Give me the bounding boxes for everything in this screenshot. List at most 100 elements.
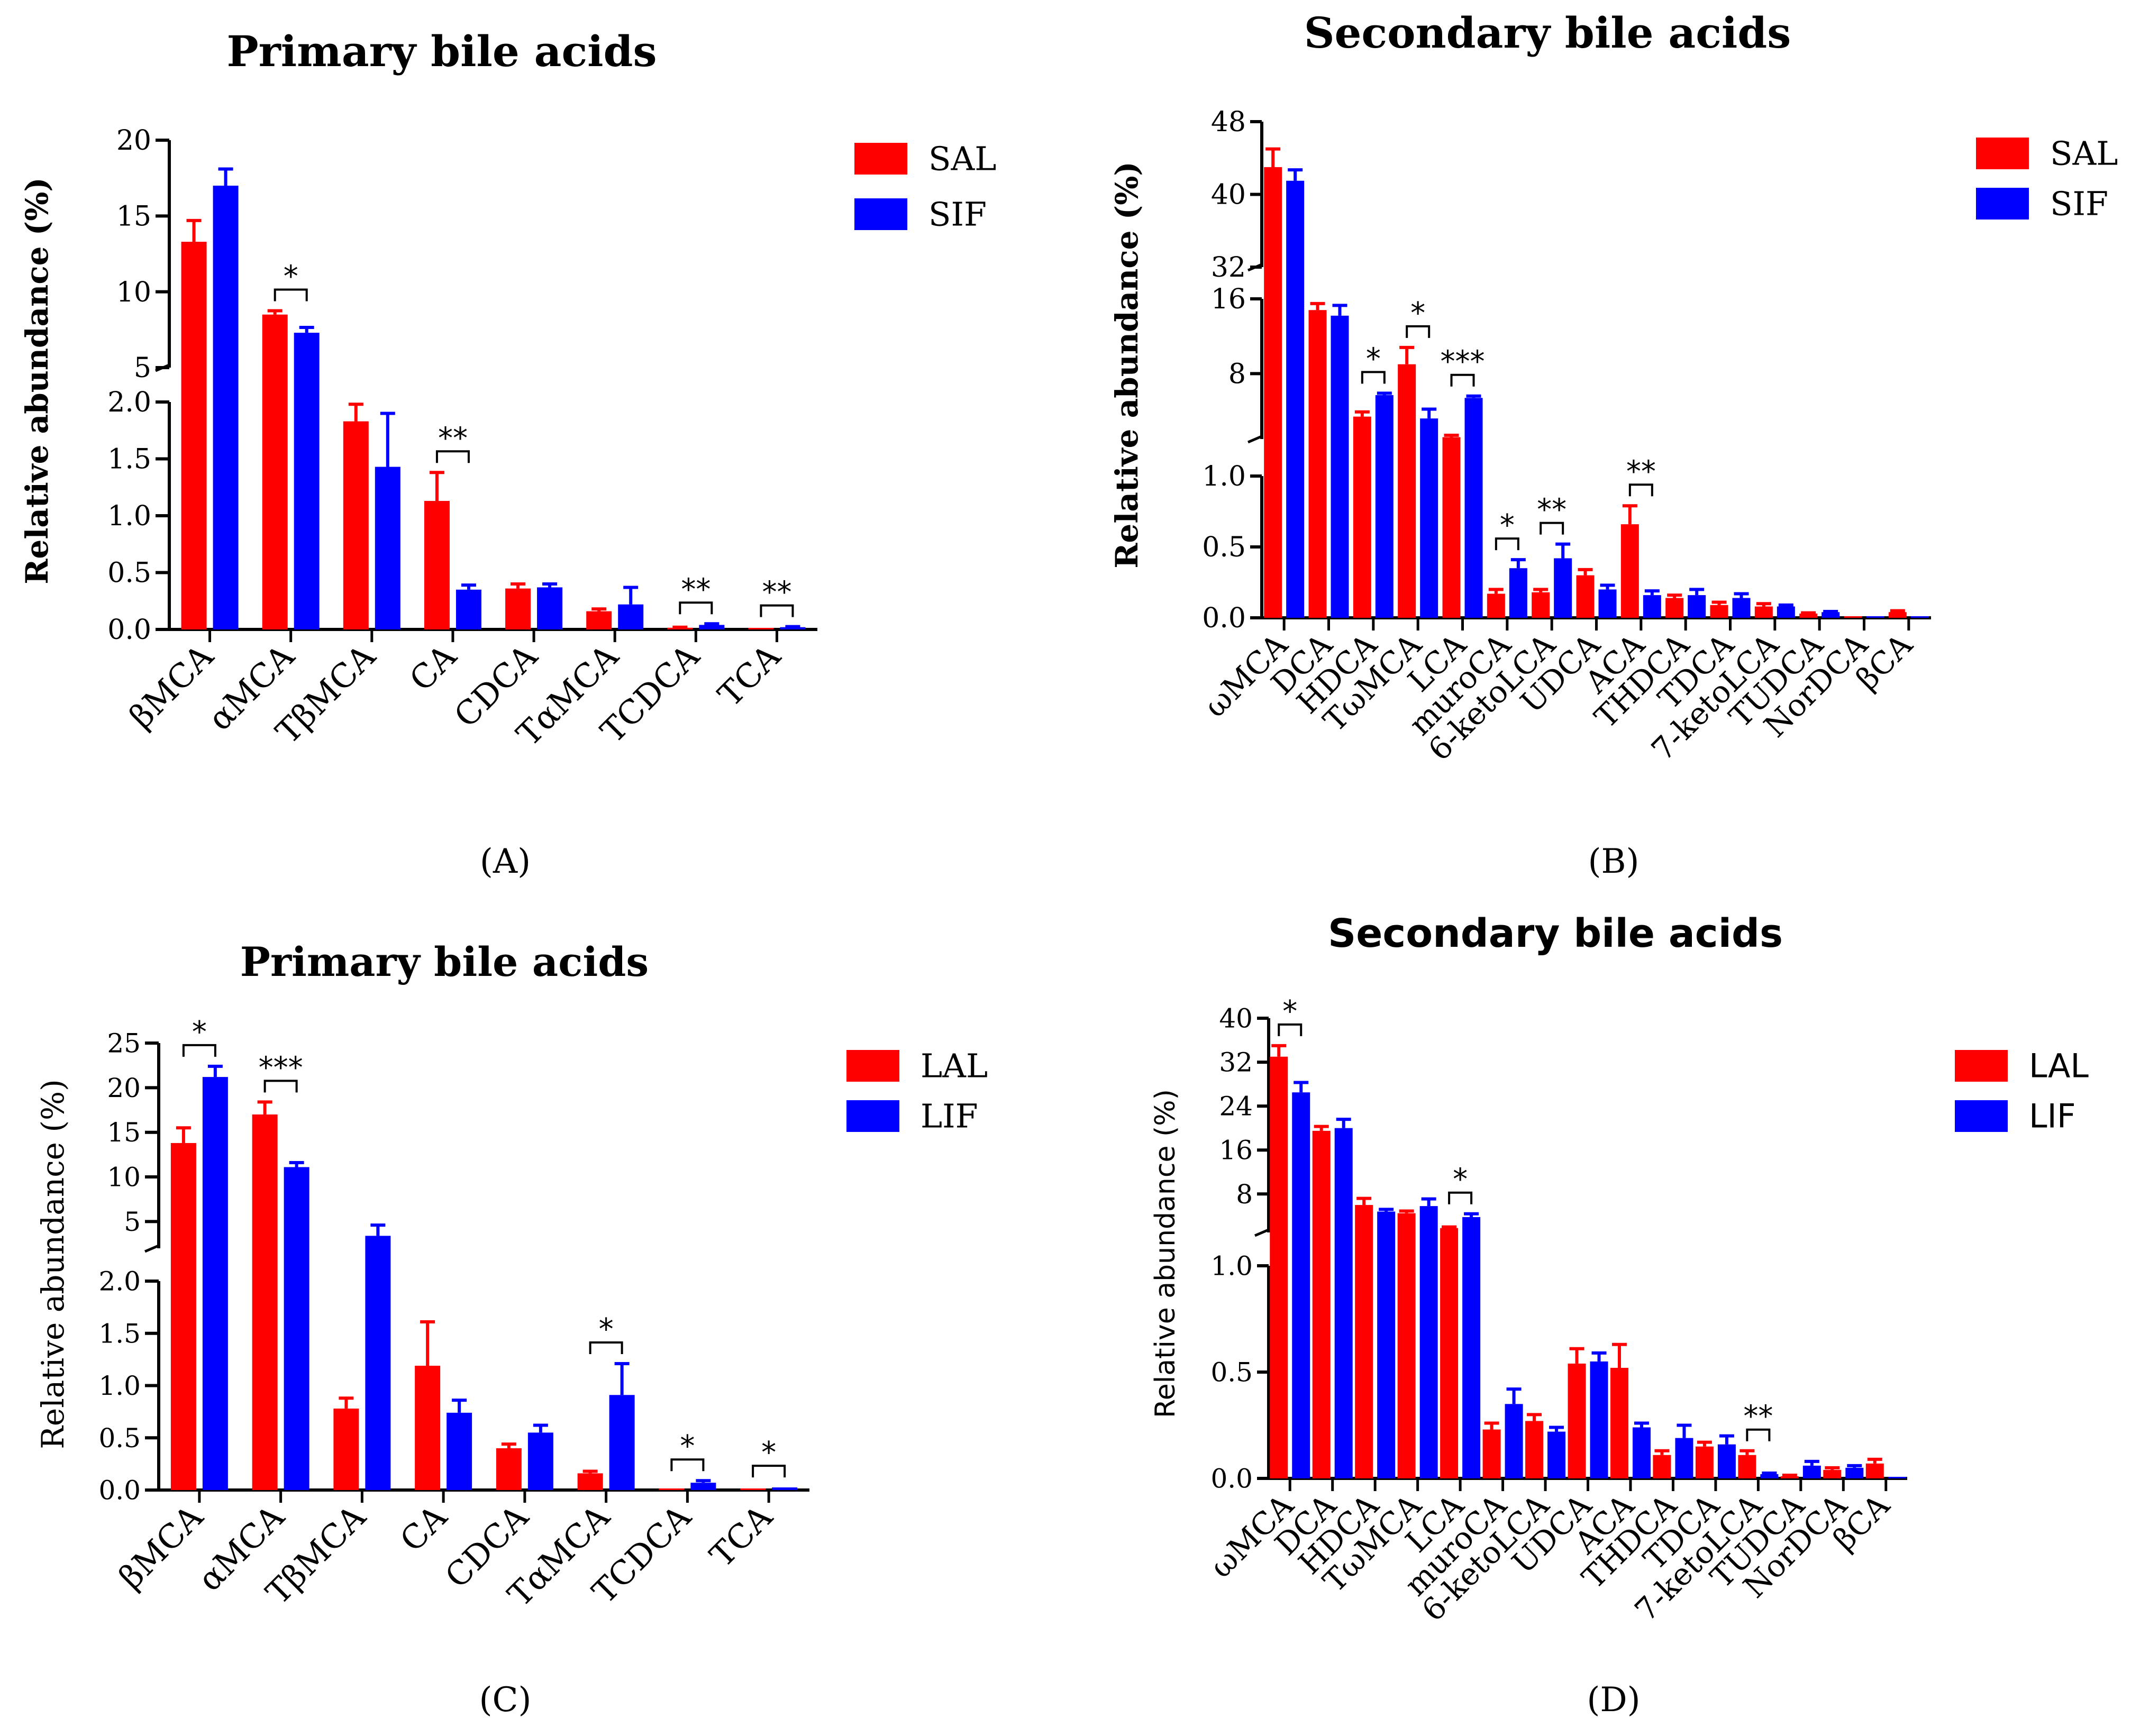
bar-lal-muroca: [1482, 1429, 1501, 1478]
legend-swatch-lif: [846, 1100, 899, 1132]
legend-swatch-sal: [1976, 138, 2029, 169]
bar-sal-6-ketolca: [1532, 592, 1550, 618]
y-tick-label: 15: [116, 201, 151, 233]
bar-sal-tαmca: [586, 611, 612, 629]
bar-lal-ca: [415, 1365, 441, 1490]
bar-sal-hdca: [1353, 416, 1371, 618]
bar-sal-tudca: [1799, 613, 1818, 618]
bar-lif-ωmca: [1292, 1092, 1310, 1478]
bar-sal-lca: [1442, 437, 1461, 618]
bar-sif-6-ketolca: [1554, 558, 1572, 618]
significance-bracket: [1746, 1428, 1771, 1441]
bar-sif-aca: [1643, 595, 1661, 618]
bar-lal-hdca: [1355, 1205, 1373, 1478]
bar-lif-6-ketolca: [1547, 1431, 1566, 1478]
significance-bracket: [1450, 373, 1475, 387]
bar-lif-7-ketolca: [1760, 1474, 1779, 1478]
bar-lal-βmca: [170, 1143, 196, 1490]
legend-label-lif: LIF: [921, 1097, 978, 1136]
bar-sif-ωmca: [1286, 180, 1305, 618]
bar-sif-tαmca: [618, 604, 644, 629]
y-tick-label: 1.0: [107, 500, 151, 532]
y-tick-label: 2.0: [107, 387, 151, 418]
y-tick-label: 0.5: [98, 1423, 141, 1454]
significance-bracket: [1540, 522, 1564, 535]
legend-swatch-sif: [1976, 188, 2029, 220]
y-tick-label: 16: [1211, 284, 1246, 315]
legend-swatch-lal: [1955, 1050, 2008, 1082]
y-tick-label: 1.0: [98, 1370, 141, 1401]
x-tick-label-βmca: βMCA: [111, 1497, 211, 1596]
significance-bracket: [1406, 325, 1431, 338]
bar-lif-tωmca: [1419, 1206, 1438, 1478]
y-tick-label: 25: [107, 1028, 141, 1059]
bar-lal-nordca: [1823, 1469, 1842, 1478]
bar-lif-βmca: [202, 1077, 228, 1490]
significance-bracket: [182, 1044, 216, 1057]
significance-bracket: [1278, 1023, 1303, 1036]
significance-label: **: [438, 421, 468, 455]
panel-label: (C): [479, 1680, 532, 1720]
bar-sal-αmca: [262, 314, 288, 629]
bar-sif-βca: [1910, 616, 1929, 618]
bar-lif-ca: [447, 1412, 472, 1490]
significance-bracket: [435, 450, 470, 463]
chart-title: Primary bile acids: [226, 26, 657, 76]
y-tick-label: 0.5: [1210, 1357, 1253, 1388]
significance-label: *: [192, 1015, 207, 1049]
y-tick-label: 10: [107, 1162, 141, 1193]
y-tick-label: 15: [107, 1117, 141, 1148]
bar-lif-lca: [1462, 1217, 1481, 1478]
bar-sal-thdca: [1665, 598, 1684, 618]
bar-lal-aca: [1610, 1367, 1628, 1478]
bar-lal-7-ketolca: [1738, 1455, 1756, 1478]
significance-bracket: [589, 1341, 623, 1355]
x-tick-label-βmca: βMCA: [122, 636, 221, 736]
bar-sif-ca: [456, 589, 481, 629]
significance-label: *: [1282, 994, 1297, 1029]
significance-label: *: [761, 1436, 776, 1470]
bar-sif-βmca: [213, 186, 239, 629]
bar-lif-tcdca: [690, 1483, 716, 1490]
bar-lif-tca: [772, 1487, 798, 1490]
significance-label: ***: [259, 1050, 303, 1085]
significance-label: *: [680, 1429, 695, 1464]
significance-bracket: [274, 288, 308, 301]
bar-lif-αmca: [284, 1167, 309, 1490]
significance-label: *: [599, 1312, 614, 1347]
legend-swatch-lal: [846, 1050, 899, 1082]
bar-sif-lca: [1464, 398, 1483, 618]
bar-sif-tωmca: [1420, 418, 1438, 618]
y-tick-label: 8: [1236, 1179, 1253, 1210]
legend-label-sal: SAL: [2050, 134, 2118, 173]
bar-sal-7-ketolca: [1754, 606, 1773, 618]
y-tick-label: 5: [124, 1207, 141, 1237]
x-tick-label-ca: CA: [393, 1497, 455, 1559]
bar-sal-muroca: [1487, 593, 1505, 618]
y-tick-label: 24: [1219, 1091, 1253, 1122]
y-tick-label: 1.5: [98, 1318, 141, 1349]
y-axis-label: Relative abundance (%): [1150, 1089, 1181, 1418]
bar-sif-tdca: [1732, 598, 1751, 618]
bar-lif-nordca: [1845, 1467, 1864, 1478]
significance-bracket: [1628, 483, 1653, 497]
bar-lal-udca: [1568, 1363, 1586, 1478]
y-tick-label: 20: [116, 125, 151, 157]
significance-label: *: [1410, 296, 1425, 331]
panel-label: (A): [480, 842, 531, 881]
bar-lif-aca: [1632, 1427, 1651, 1478]
bar-lif-tdca: [1717, 1444, 1736, 1478]
x-tick-label-tca: TCA: [703, 1497, 780, 1575]
significance-label: **: [1537, 493, 1567, 527]
bar-lif-thdca: [1675, 1438, 1693, 1478]
y-tick-label: 2.0: [98, 1266, 141, 1297]
y-axis-label: Relative abundance (%): [1109, 161, 1145, 569]
bar-lal-βca: [1865, 1463, 1884, 1478]
y-tick-label: 0.0: [1202, 602, 1246, 634]
legend-swatch-lif: [1955, 1100, 2008, 1132]
bar-sif-udca: [1598, 589, 1617, 618]
significance-label: **: [1743, 1400, 1773, 1434]
x-tick-label-ca: CA: [402, 636, 465, 699]
bar-sif-thdca: [1688, 595, 1706, 618]
axis-break-mark: [1247, 262, 1263, 272]
